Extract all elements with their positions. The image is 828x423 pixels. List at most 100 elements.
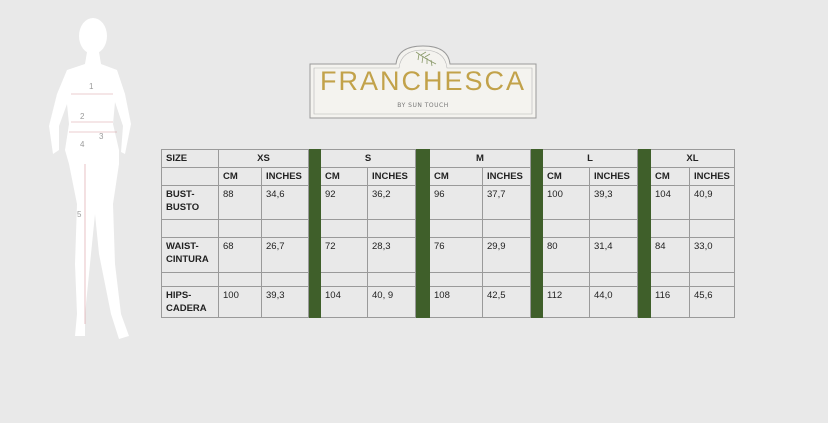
separator — [637, 237, 651, 273]
cm-value: 112 — [542, 286, 590, 318]
cm-value: 92 — [320, 185, 368, 220]
separator — [415, 167, 430, 186]
cm-value: 104 — [650, 185, 690, 220]
cm-value: 116 — [650, 286, 690, 318]
label-en: HIPS- — [166, 290, 192, 301]
inches-value: 36,2 — [367, 185, 416, 220]
size-xl-header: XL — [650, 149, 735, 168]
inches-value: 40, 9 — [367, 286, 416, 318]
empty-cell — [429, 219, 483, 238]
separator — [308, 219, 321, 238]
figure-label: 4 — [80, 140, 85, 149]
empty-cell — [429, 272, 483, 287]
logo-frame-icon — [309, 45, 537, 119]
inches-value: 39,3 — [589, 185, 638, 220]
separator — [308, 272, 321, 287]
empty-cell — [650, 219, 690, 238]
inches-value: 37,7 — [482, 185, 531, 220]
size-xs-header: XS — [218, 149, 309, 168]
size-corner-label: SIZE — [161, 149, 219, 168]
body-measurement-figure: 1 2 3 4 5 — [25, 14, 145, 344]
label-es: CINTURA — [166, 254, 209, 265]
separator — [530, 286, 543, 318]
separator — [530, 149, 543, 168]
empty-cell — [161, 219, 219, 238]
measurement-label: BUST- BUSTO — [161, 185, 219, 220]
empty-cell — [367, 219, 416, 238]
size-chart-table: SIZE XS S M L XL CM INCHES CM INCHES CM INC… — [161, 149, 735, 318]
cm-value: 104 — [320, 286, 368, 318]
separator — [637, 149, 651, 168]
separator — [637, 286, 651, 318]
separator — [415, 272, 430, 287]
cm-value: 72 — [320, 237, 368, 273]
unit-inches: INCHES — [589, 167, 638, 186]
empty-cell — [218, 219, 262, 238]
cm-value: 100 — [218, 286, 262, 318]
inches-value: 45,6 — [689, 286, 735, 318]
empty-cell — [542, 272, 590, 287]
cm-value: 76 — [429, 237, 483, 273]
cm-value: 100 — [542, 185, 590, 220]
brand-logo: FRANCHESCA BY SUN TOUCH — [306, 44, 540, 120]
empty-cell — [161, 167, 219, 186]
inches-value: 44,0 — [589, 286, 638, 318]
label-en: WAIST- — [166, 241, 199, 252]
label-en: BUST- — [166, 189, 195, 200]
inches-value: 40,9 — [689, 185, 735, 220]
measurement-row: BUST- BUSTO 88 34,6 92 36,2 96 37,7 100 39,3 104 40… — [161, 185, 735, 220]
separator — [308, 149, 321, 168]
measurement-row: WAIST- CINTURA 68 26,7 72 28,3 76 29,9 80 31,4 84 3… — [161, 237, 735, 273]
empty-cell — [261, 219, 309, 238]
unit-inches: INCHES — [261, 167, 309, 186]
body-silhouette-icon — [49, 18, 131, 339]
unit-cm: CM — [320, 167, 368, 186]
separator — [415, 185, 430, 220]
inches-value: 33,0 — [689, 237, 735, 273]
cm-value: 68 — [218, 237, 262, 273]
figure-label: 5 — [77, 210, 82, 219]
empty-cell — [482, 272, 531, 287]
cm-value: 84 — [650, 237, 690, 273]
unit-cm: CM — [650, 167, 690, 186]
unit-inches: INCHES — [482, 167, 531, 186]
inches-value: 42,5 — [482, 286, 531, 318]
size-s-header: S — [320, 149, 416, 168]
inches-value: 26,7 — [261, 237, 309, 273]
cm-value: 88 — [218, 185, 262, 220]
separator — [415, 286, 430, 318]
inches-value: 34,6 — [261, 185, 309, 220]
inches-value: 28,3 — [367, 237, 416, 273]
separator — [308, 237, 321, 273]
empty-cell — [320, 219, 368, 238]
unit-header-row: CM INCHES CM INCHES CM INCHES CM INCHES CM IN… — [161, 167, 735, 186]
empty-cell — [482, 219, 531, 238]
size-m-header: M — [429, 149, 531, 168]
inches-value: 39,3 — [261, 286, 309, 318]
unit-inches: INCHES — [367, 167, 416, 186]
separator — [637, 167, 651, 186]
empty-cell — [261, 272, 309, 287]
spacer-row — [161, 272, 735, 287]
size-l-header: L — [542, 149, 638, 168]
inches-value: 29,9 — [482, 237, 531, 273]
empty-cell — [589, 219, 638, 238]
separator — [637, 185, 651, 220]
cm-value: 96 — [429, 185, 483, 220]
unit-cm: CM — [218, 167, 262, 186]
empty-cell — [689, 272, 735, 287]
separator — [308, 286, 321, 318]
measurement-label: WAIST- CINTURA — [161, 237, 219, 273]
unit-inches: INCHES — [689, 167, 735, 186]
separator — [415, 149, 430, 168]
figure-label: 2 — [80, 112, 85, 121]
empty-cell — [218, 272, 262, 287]
separator — [530, 167, 543, 186]
inches-value: 31,4 — [589, 237, 638, 273]
unit-cm: CM — [542, 167, 590, 186]
separator — [308, 167, 321, 186]
brand-name: FRANCHESCA — [319, 66, 527, 96]
separator — [530, 272, 543, 287]
label-es: BUSTO — [166, 202, 200, 213]
size-header-row: SIZE XS S M L XL — [161, 149, 735, 168]
